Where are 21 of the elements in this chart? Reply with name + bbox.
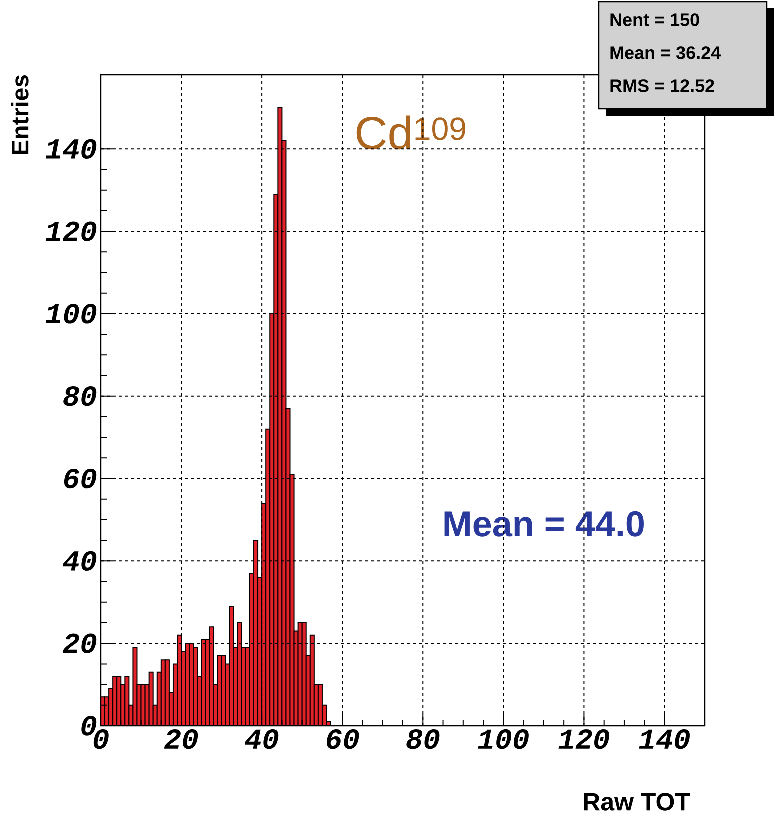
annotation: Cd$^{109}$ — [356, 116, 466, 150]
y-tick-label: 120 — [46, 222, 97, 242]
y-tick-label: 20 — [62, 634, 97, 654]
x-tick-label: 120 — [558, 730, 610, 750]
y-tick-label: 40 — [62, 551, 97, 572]
x-axis-title: Raw TOT — [584, 793, 690, 811]
x-tick-label: 80 — [406, 730, 440, 750]
y-tick-label: 140 — [46, 139, 97, 159]
x-tick-label: 100 — [478, 730, 529, 750]
y-tick-label: 80 — [64, 386, 97, 406]
annotation: Mean = 44.0 — [444, 511, 644, 537]
y-axis-title: Entries — [11, 76, 29, 154]
y-tick-label: 100 — [46, 304, 97, 324]
text: Nent = 150 — [610, 14, 700, 26]
text: Mean = 36.24 — [610, 46, 721, 60]
x-tick-label: 20 — [164, 730, 198, 750]
x-tick-label: 40 — [244, 730, 279, 750]
y-tick-label: 60 — [64, 468, 97, 489]
x-tick-label: 140 — [639, 730, 690, 750]
x-tick-label: 60 — [327, 730, 360, 750]
annotation: RMS = 12.52 — [610, 80, 714, 92]
